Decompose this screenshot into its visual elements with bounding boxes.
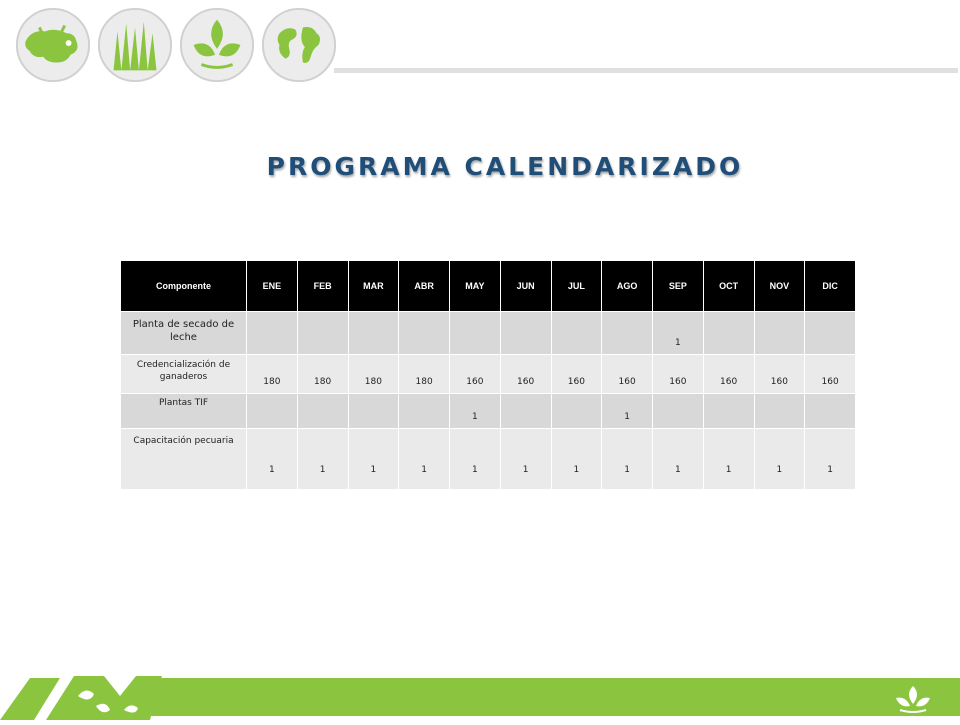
- table-cell: 1: [753, 428, 806, 490]
- table-row: Planta de secado de leche 1: [120, 311, 856, 355]
- table-cell: [601, 311, 653, 355]
- table-cell: 160: [804, 354, 856, 394]
- table-cell: [246, 311, 298, 355]
- table-cell: 180: [347, 354, 400, 394]
- column-header-month: ABR: [398, 260, 450, 312]
- page-title: PROGRAMA CALENDARIZADO: [266, 152, 744, 181]
- table-cell: 160: [652, 354, 704, 394]
- table-cell: [398, 393, 450, 429]
- table-cell: 1: [296, 428, 349, 490]
- column-header-month: JUL: [550, 260, 603, 312]
- schedule-table: Componente ENE FEB MAR ABR MAY JUN JUL A…: [120, 260, 856, 490]
- column-header-month: JUN: [499, 260, 552, 312]
- table-cell: 1: [702, 428, 755, 490]
- table-cell: [398, 311, 450, 355]
- table-cell: [246, 393, 298, 429]
- cow-icon: [14, 6, 92, 84]
- column-header-month: ENE: [246, 260, 298, 312]
- logo-strip: [14, 6, 337, 86]
- table-row: Plantas TIF 1 1: [120, 393, 856, 429]
- table-cell: 180: [246, 354, 298, 394]
- table-cell: 1: [246, 428, 298, 490]
- table-cell: [347, 311, 400, 355]
- table-cell: 160: [499, 354, 552, 394]
- column-header-month: SEP: [652, 260, 704, 312]
- row-label: Plantas TIF: [120, 393, 247, 429]
- table-cell: 1: [499, 428, 552, 490]
- table-cell: [296, 393, 349, 429]
- table-cell: [652, 393, 704, 429]
- table-cell: 1: [347, 428, 400, 490]
- table-cell: 160: [702, 354, 755, 394]
- column-header-month: DIC: [804, 260, 856, 312]
- column-header-month: OCT: [702, 260, 755, 312]
- row-label: Capacitación pecuaria: [120, 428, 247, 490]
- table-cell: [449, 311, 501, 355]
- column-header-month: MAY: [449, 260, 501, 312]
- table-cell: [296, 311, 349, 355]
- footer-decoration: [0, 666, 180, 720]
- table-cell: [753, 393, 806, 429]
- column-header-component: Componente: [120, 260, 247, 312]
- table-cell: [804, 311, 856, 355]
- table-cell: [804, 393, 856, 429]
- table-cell: 160: [753, 354, 806, 394]
- table-cell: [550, 393, 603, 429]
- leaf-icon: [178, 6, 256, 84]
- table-cell: [702, 393, 755, 429]
- table-cell: [347, 393, 400, 429]
- table-cell: [499, 393, 552, 429]
- row-label: Planta de secado de leche: [120, 311, 247, 355]
- table-cell: 180: [296, 354, 349, 394]
- column-header-month: MAR: [347, 260, 400, 312]
- leaf-icon: [890, 682, 936, 714]
- column-header-month: AGO: [601, 260, 653, 312]
- table-cell: [702, 311, 755, 355]
- table-cell: 1: [449, 393, 501, 429]
- table-cell: 160: [550, 354, 603, 394]
- row-label: Credencialización de ganaderos: [120, 354, 247, 394]
- table-cell: [753, 311, 806, 355]
- table-cell: 1: [550, 428, 603, 490]
- header-divider: [334, 68, 958, 73]
- table-cell: 1: [804, 428, 856, 490]
- table-cell: 1: [652, 428, 704, 490]
- globe-icon: [260, 6, 338, 84]
- table-cell: 160: [601, 354, 653, 394]
- table-cell: 1: [601, 393, 653, 429]
- column-header-month: NOV: [753, 260, 806, 312]
- table-cell: 1: [398, 428, 450, 490]
- table-cell: 1: [601, 428, 653, 490]
- footer-bar: [150, 678, 960, 716]
- table-cell: 180: [398, 354, 450, 394]
- table-row: Capacitación pecuaria 1 1 1 1 1 1 1 1 1 …: [120, 428, 856, 490]
- table-header-row: Componente ENE FEB MAR ABR MAY JUN JUL A…: [120, 260, 856, 312]
- table-cell: 1: [652, 311, 704, 355]
- grass-icon: [96, 6, 174, 84]
- table-cell: 160: [449, 354, 501, 394]
- table-row: Credencialización de ganaderos 180 180 1…: [120, 354, 856, 394]
- table-cell: 1: [449, 428, 501, 490]
- table-cell: [550, 311, 603, 355]
- table-cell: [499, 311, 552, 355]
- column-header-month: FEB: [296, 260, 349, 312]
